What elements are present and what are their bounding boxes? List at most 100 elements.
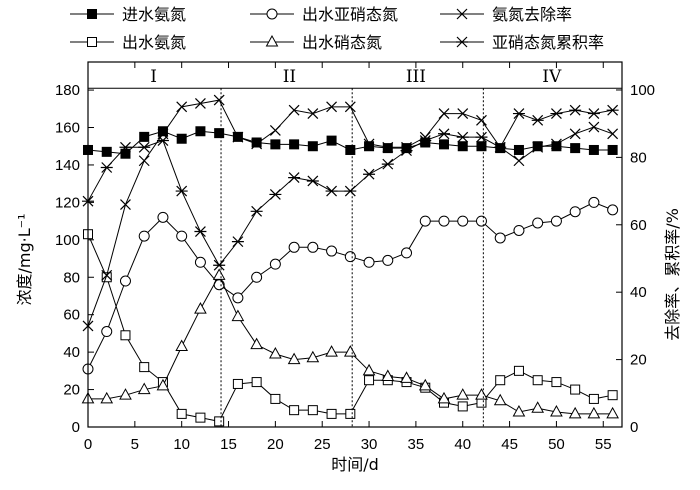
x-tick-label: 50: [548, 436, 565, 453]
legend-marker: [456, 36, 468, 48]
y-left-tick-label: 0: [72, 419, 80, 436]
data-point: [607, 204, 619, 216]
legend-item-4: 出水硝态氮: [250, 33, 382, 52]
data-point: [212, 268, 226, 280]
data-point: [306, 350, 320, 363]
data-point: [326, 135, 337, 146]
data-point: [232, 292, 244, 304]
y-right-tick-label: 60: [630, 217, 647, 234]
series-4: [81, 268, 619, 419]
data-point: [326, 408, 337, 419]
data-point: [588, 196, 600, 208]
data-point: [532, 217, 544, 229]
x-tick-label: 45: [501, 436, 518, 453]
x-tick-label: 25: [314, 436, 331, 453]
x-tick-label: 30: [361, 436, 378, 453]
y-left-tick-label: 120: [55, 194, 80, 211]
legend-item-3: 出水亚硝态氮: [250, 5, 398, 24]
data-point: [270, 139, 281, 150]
data-point: [326, 245, 338, 257]
legend-item-5: 氨氮去除率: [440, 5, 572, 24]
data-point: [100, 391, 114, 404]
data-point: [289, 139, 300, 150]
data-point: [457, 401, 468, 412]
data-point: [494, 141, 507, 153]
data-point: [175, 339, 189, 352]
legend-label: 氨氮去除率: [492, 5, 572, 24]
y-left-tick-label: 160: [55, 120, 80, 137]
data-point: [269, 258, 281, 270]
data-point: [438, 215, 450, 227]
y-right-tick-label: 80: [630, 149, 647, 166]
phase-label-1: I: [150, 67, 157, 87]
data-point: [176, 133, 187, 144]
x-tick-label: 10: [173, 436, 190, 453]
data-point: [194, 98, 206, 109]
data-point: [588, 121, 600, 133]
data-point: [287, 352, 301, 365]
legend-item-1: 进水氨氮: [70, 5, 186, 24]
data-point: [363, 256, 375, 268]
data-point: [587, 406, 601, 419]
data-point: [532, 375, 543, 386]
data-point: [606, 406, 619, 419]
y-left-tick-label: 140: [55, 157, 80, 174]
legend-marker: [87, 9, 97, 19]
data-point: [307, 405, 318, 416]
y-left-tick-label: 20: [63, 382, 80, 399]
data-point: [607, 128, 619, 140]
data-point: [513, 144, 524, 155]
data-point: [418, 378, 432, 391]
data-point: [176, 408, 187, 419]
data-point: [456, 131, 469, 143]
data-point: [364, 375, 375, 386]
data-point: [325, 345, 338, 357]
series-2: [83, 229, 618, 427]
data-point: [156, 135, 169, 146]
plot-area: [81, 94, 619, 427]
data-point: [139, 131, 150, 142]
data-point: [419, 215, 431, 227]
data-point: [513, 155, 525, 167]
data-point: [195, 126, 206, 137]
data-point: [457, 108, 469, 119]
data-point: [495, 375, 506, 386]
data-point: [570, 384, 581, 395]
series-line-2: [87, 234, 613, 422]
data-point: [419, 135, 432, 146]
data-point: [475, 131, 488, 143]
data-point: [232, 378, 243, 389]
legend-label: 出水亚硝态氮: [302, 5, 398, 24]
data-point: [157, 126, 168, 137]
data-point: [119, 275, 131, 287]
data-point: [138, 155, 150, 167]
y-right-tick-label: 100: [630, 82, 655, 99]
legend-label: 出水氨氮: [122, 33, 186, 52]
y-right-tick-label: 20: [630, 352, 647, 369]
y-right-axis-label: 去除率、累积率/%: [663, 208, 682, 341]
data-point: [382, 254, 394, 266]
y-left-tick-label: 60: [63, 307, 80, 324]
phase-label-4: IV: [542, 67, 562, 87]
data-point: [325, 185, 338, 197]
data-point: [362, 363, 376, 376]
x-tick-label: 5: [131, 436, 139, 453]
data-point: [588, 393, 599, 404]
data-point: [101, 269, 113, 281]
data-point: [213, 94, 225, 106]
series-line-3: [87, 201, 613, 370]
data-point: [513, 365, 524, 376]
data-point: [607, 390, 618, 401]
data-point: [213, 259, 226, 271]
data-point: [570, 143, 581, 154]
data-point: [550, 215, 562, 227]
x-tick-label: 35: [408, 436, 425, 453]
legend-label: 出水硝态氮: [302, 33, 382, 52]
data-point: [194, 256, 206, 268]
data-point: [101, 272, 112, 283]
data-point: [344, 185, 357, 197]
series-line-4: [88, 274, 613, 415]
legend-marker: [456, 8, 468, 20]
